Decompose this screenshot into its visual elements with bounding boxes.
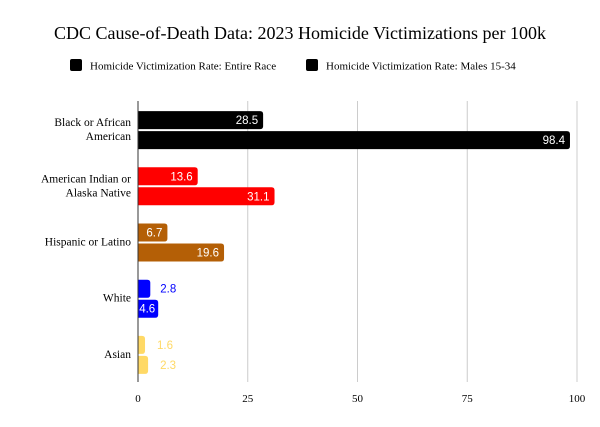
- bar-4-0: [138, 335, 146, 354]
- category-label-line: American: [86, 131, 132, 143]
- bar-2-0: [138, 223, 168, 242]
- legend: Homicide Victimization Rate: Entire Race…: [70, 59, 516, 73]
- data-label-1-0: 13.6: [170, 171, 192, 183]
- data-label-0-0: 28.5: [236, 115, 258, 127]
- category-label-line: Black or African: [54, 117, 131, 129]
- chart-title: CDC Cause-of-Death Data: 2023 Homicide V…: [54, 23, 546, 43]
- category-label-line: Alaska Native: [66, 187, 131, 199]
- category-label-line: Hispanic or Latino: [45, 237, 131, 249]
- category-labels: Black or African American American Indian …: [41, 117, 131, 361]
- data-label-4-1: 2.3: [160, 360, 176, 372]
- category-label-2: Hispanic or Latino: [45, 237, 131, 249]
- data-label-3-1: 4.6: [139, 304, 155, 316]
- bar-3-1: [138, 299, 159, 318]
- data-label-3-0: 2.8: [160, 284, 176, 296]
- legend-swatch-1: [70, 59, 82, 71]
- legend-swatch-2: [306, 59, 318, 71]
- bar-0-1: [138, 131, 570, 150]
- data-label-2-0: 6.7: [146, 228, 162, 240]
- x-tick-label-50: 50: [352, 393, 364, 405]
- category-label-0: Black or African American: [54, 117, 131, 143]
- category-label-4: Asian: [104, 349, 131, 361]
- category-label-3: White: [103, 293, 131, 305]
- x-tick-label-25: 25: [242, 393, 254, 405]
- legend-label-1: Homicide Victimization Rate: Entire Race: [90, 61, 276, 73]
- legend-label-2: Homicide Victimization Rate: Males 15-34: [326, 61, 516, 73]
- data-label-2-1: 19.6: [197, 248, 219, 260]
- bars: 28.5 98.4 13.6 31.1 6.7 19.6 2.8 4.6 1.6 2.3: [137, 101, 570, 382]
- x-tick-label-0: 0: [135, 393, 141, 405]
- bar-1-0: [138, 167, 198, 186]
- x-tick-label-75: 75: [462, 393, 474, 405]
- bar-3-0: [138, 279, 151, 298]
- bar-4-1: [138, 355, 149, 374]
- category-label-line: White: [103, 293, 131, 305]
- x-axis-ticks: 0 25 50 75 100: [135, 393, 586, 405]
- bar-2-1: [138, 243, 225, 262]
- category-label-1: American Indian or Alaska Native: [41, 173, 131, 199]
- x-tick-label-100: 100: [569, 393, 586, 405]
- category-label-line: American Indian or: [41, 173, 131, 185]
- category-label-line: Asian: [104, 349, 131, 361]
- bar-0-0: [138, 111, 264, 130]
- data-label-0-1: 98.4: [543, 135, 566, 147]
- data-label-4-0: 1.6: [157, 340, 173, 352]
- data-label-1-1: 31.1: [247, 191, 269, 203]
- bar-1-1: [138, 187, 275, 206]
